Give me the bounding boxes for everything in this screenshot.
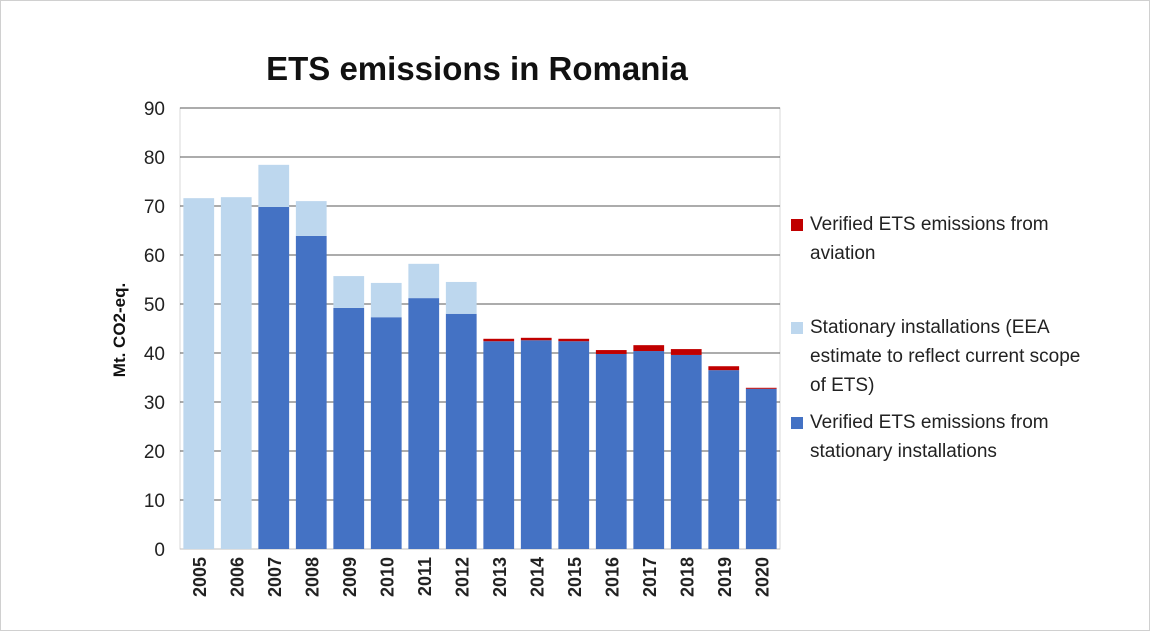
y-tick-label: 20 bbox=[144, 442, 165, 463]
y-tick-label: 50 bbox=[144, 295, 165, 316]
x-tick-label: 2019 bbox=[715, 557, 735, 597]
bar-segment bbox=[333, 276, 365, 308]
y-tick-label: 40 bbox=[144, 344, 165, 365]
bar-segment bbox=[520, 340, 552, 549]
x-tick-label: 2020 bbox=[752, 557, 772, 597]
bar-segment bbox=[408, 298, 440, 549]
x-tick-label: 2007 bbox=[265, 557, 285, 597]
x-tick-label: 2017 bbox=[640, 557, 660, 597]
legend-swatch bbox=[791, 322, 803, 334]
y-tick-label: 0 bbox=[154, 540, 165, 561]
bar-segment bbox=[558, 338, 590, 342]
legend-label: Stationary installations (EEA estimate t… bbox=[810, 317, 1081, 396]
x-tick-label: 2013 bbox=[490, 557, 510, 597]
bar-segment bbox=[670, 354, 702, 549]
bar-segment bbox=[295, 235, 327, 549]
x-tick-label: 2006 bbox=[227, 557, 247, 597]
bar-segment bbox=[333, 307, 365, 549]
bar-segment bbox=[258, 206, 290, 550]
x-tick-label: 2009 bbox=[340, 557, 360, 597]
y-tick-label: 80 bbox=[144, 148, 165, 169]
bar-segment bbox=[370, 317, 402, 549]
x-tick-label: 2015 bbox=[565, 557, 585, 597]
x-tick-label: 2014 bbox=[527, 557, 547, 597]
bar-segment bbox=[670, 349, 702, 355]
bar-segment bbox=[258, 164, 290, 207]
y-tick-label: 90 bbox=[144, 99, 165, 120]
legend-label: Verified ETS emissions from stationary i… bbox=[810, 412, 1049, 462]
chart-title: ETS emissions in Romania bbox=[266, 50, 688, 87]
bar-segment bbox=[445, 281, 477, 314]
bar-segment bbox=[708, 370, 740, 549]
bar-segment bbox=[633, 351, 665, 549]
bar-segment bbox=[445, 313, 477, 549]
x-tick-label: 2012 bbox=[452, 557, 472, 597]
bar-segment bbox=[183, 198, 215, 549]
bar-segment bbox=[633, 345, 665, 352]
bar-segment bbox=[408, 263, 440, 299]
bar-segment bbox=[520, 337, 552, 341]
x-tick-label: 2016 bbox=[602, 557, 622, 597]
x-tick-label: 2008 bbox=[302, 557, 322, 597]
legend-label: Verified ETS emissions from aviation bbox=[810, 214, 1049, 264]
legend-swatch bbox=[791, 219, 803, 231]
bar-segment bbox=[558, 341, 590, 549]
bar-segment bbox=[745, 387, 777, 389]
x-tick-label: 2010 bbox=[377, 557, 397, 597]
y-tick-label: 10 bbox=[144, 491, 165, 512]
y-axis-label: Mt. CO2-eq. bbox=[110, 283, 129, 377]
bar-segment bbox=[595, 353, 627, 549]
bar-segment bbox=[708, 366, 740, 371]
bar-segment bbox=[595, 350, 627, 354]
y-tick-label: 60 bbox=[144, 246, 165, 267]
bar-segment bbox=[370, 282, 402, 318]
bar-segment bbox=[483, 338, 515, 342]
bar-segment bbox=[220, 197, 252, 549]
x-tick-label: 2018 bbox=[677, 557, 697, 597]
y-tick-label: 30 bbox=[144, 393, 165, 414]
x-tick-label: 2011 bbox=[415, 557, 435, 596]
bar-segment bbox=[483, 341, 515, 549]
bar-segment bbox=[295, 201, 327, 236]
y-tick-label: 70 bbox=[144, 197, 165, 218]
bar-segment bbox=[745, 388, 777, 549]
legend-swatch bbox=[791, 417, 803, 429]
x-tick-label: 2005 bbox=[190, 557, 210, 597]
